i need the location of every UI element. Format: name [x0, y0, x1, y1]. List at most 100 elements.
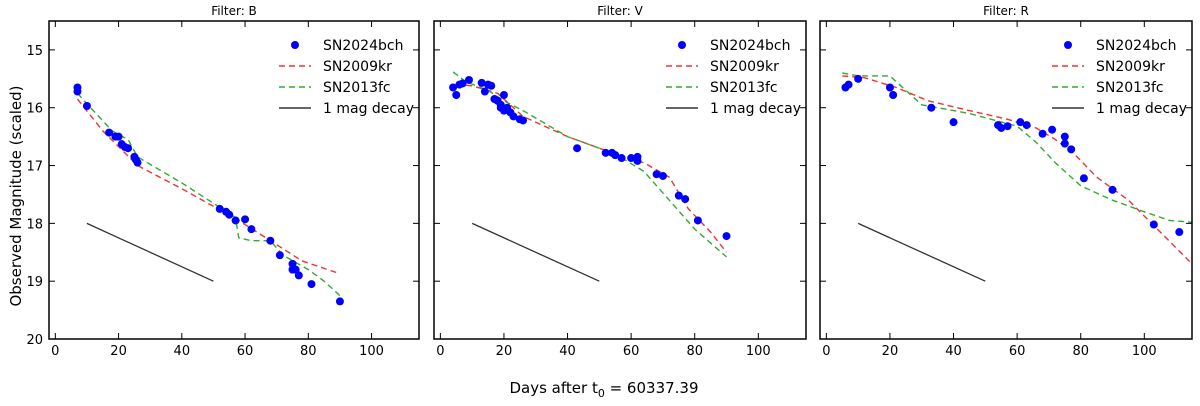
series-line-1-mag-decay	[86, 222, 214, 282]
panel-1: Filter: B 0 20 40 60 80 100 15 16 17 18 19 20 SN2024b…	[26, 4, 420, 359]
data-point	[231, 216, 240, 225]
legend-label: SN2024bch	[1096, 38, 1176, 54]
data-point	[275, 251, 284, 260]
legend-label: SN2009kr	[1096, 59, 1165, 75]
legend-marker	[678, 41, 686, 49]
series-line-1-mag-decay	[857, 222, 986, 282]
plot-area	[841, 72, 1192, 282]
panel-title: Filter: B	[211, 4, 257, 18]
legend-label: 1 mag decay	[1096, 101, 1187, 117]
legend-label: 1 mag decay	[710, 101, 801, 117]
y-tick-label: 20	[26, 333, 43, 348]
data-point	[681, 195, 690, 204]
data-point	[449, 83, 458, 92]
x-tick-label: 0	[51, 344, 59, 359]
series-line-sn2009kr	[76, 98, 341, 275]
panel-2: Filter: V0 20 40 60 80 100SN2024bchSN2009krSN…	[433, 4, 807, 359]
data-point	[573, 144, 582, 153]
data-point	[519, 116, 528, 125]
data-point	[1079, 174, 1088, 183]
data-point	[335, 297, 344, 306]
data-point	[133, 158, 142, 167]
x-tick-label: 100	[1132, 344, 1157, 359]
y-axis-label: Observed Magnitude (scaled)	[7, 85, 25, 306]
legend-label: SN2009kr	[323, 59, 392, 75]
data-point	[617, 154, 626, 163]
data-point	[452, 91, 461, 100]
x-tick-label: 20	[496, 344, 513, 359]
series-line-sn2013fc	[842, 72, 1192, 223]
x-axis-label-prefix: Days after t	[509, 379, 597, 397]
x-axis-label-subscript: 0	[598, 387, 605, 400]
data-point	[294, 271, 303, 280]
data-point	[1108, 185, 1117, 194]
x-tick-label: 0	[436, 344, 444, 359]
data-point	[1149, 220, 1158, 229]
x-tick-label: 40	[559, 344, 576, 359]
data-point	[1060, 139, 1069, 148]
data-point	[487, 81, 496, 90]
legend-label: SN2009kr	[710, 59, 779, 75]
x-tick-label: 100	[746, 344, 771, 359]
data-point	[307, 280, 316, 289]
x-tick-label: 60	[623, 344, 640, 359]
data-point	[693, 216, 702, 225]
y-tick-label: 19	[26, 275, 43, 290]
x-tick-label: 100	[359, 344, 384, 359]
data-point	[1175, 228, 1184, 237]
data-point	[885, 83, 894, 92]
data-point	[247, 225, 256, 234]
data-point	[949, 118, 958, 127]
data-point	[73, 87, 82, 96]
legend-label: 1 mag decay	[323, 101, 414, 117]
legend: SN2024bch SN2009kr SN2013fc 1 mag decay	[279, 38, 414, 117]
legend-label: SN2013fc	[1096, 80, 1164, 96]
panel-frame	[48, 20, 420, 340]
data-point	[499, 91, 508, 100]
data-point	[658, 171, 667, 180]
data-point	[627, 154, 636, 163]
data-point	[611, 151, 620, 160]
data-point	[124, 144, 133, 153]
series-line-sn2009kr	[842, 75, 1192, 265]
data-point	[1067, 145, 1076, 154]
series-line-sn2009kr	[456, 83, 728, 253]
data-point	[997, 123, 1006, 132]
series-line-sn2013fc	[76, 92, 341, 297]
x-tick-label: 80	[686, 344, 703, 359]
x-tick-label: 40	[945, 344, 962, 359]
x-axis-label: Days after t0 = 60337.39	[509, 379, 698, 400]
data-point	[633, 156, 642, 165]
data-point	[114, 132, 123, 141]
y-tick-label: 15	[26, 44, 43, 59]
data-point	[509, 112, 518, 121]
x-tick-label: 80	[1072, 344, 1089, 359]
legend-marker	[291, 41, 299, 49]
data-point	[1048, 125, 1057, 134]
data-point	[722, 232, 731, 241]
plot-area	[449, 71, 731, 282]
y-tick-label: 18	[26, 217, 43, 232]
legend-label: SN2024bch	[710, 38, 790, 54]
x-axis-label-suffix: = 60337.39	[605, 379, 699, 397]
x-tick-label: 80	[300, 344, 317, 359]
data-point	[1038, 129, 1047, 138]
data-point	[464, 75, 473, 84]
series-line-1-mag-decay	[471, 222, 600, 282]
data-point	[601, 148, 610, 157]
data-point	[458, 79, 467, 88]
data-point	[477, 78, 486, 87]
legend-marker	[1064, 41, 1072, 49]
y-tick-label: 16	[26, 102, 43, 117]
data-point	[854, 74, 863, 83]
data-point	[844, 80, 853, 89]
data-point	[225, 210, 234, 219]
x-tick-label: 20	[110, 344, 127, 359]
data-point	[241, 215, 250, 224]
data-point	[1016, 118, 1025, 127]
panel-3: Filter: R0 20 40 60 80 100SN2024bchSN2009krSN…	[819, 4, 1193, 359]
panel-frame	[433, 20, 807, 340]
data-point	[480, 87, 489, 96]
data-point	[105, 128, 114, 137]
